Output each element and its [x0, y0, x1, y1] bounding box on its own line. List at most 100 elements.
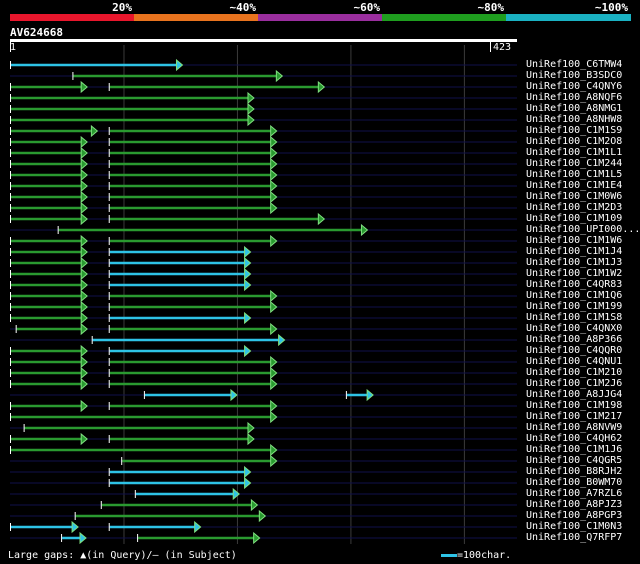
segment-arrowhead: [80, 432, 88, 446]
segment-arrowhead: [80, 278, 88, 292]
segment-arrowhead: [244, 256, 252, 270]
segment-arrowhead: [80, 135, 88, 149]
gaps-legend: Large gaps: ▲(in Query)/– (in Subject): [8, 550, 237, 561]
hit-label[interactable]: UniRef100_C1M1S9: [526, 125, 623, 136]
hit-label[interactable]: UniRef100_C4QH62: [526, 433, 623, 444]
scale-legend-text: =100char.: [457, 550, 512, 561]
hit-label[interactable]: UniRef100_C1M1Q6: [526, 290, 623, 301]
hit-label[interactable]: UniRef100_C1M198: [526, 400, 623, 411]
hit-label[interactable]: UniRef100_B8RJH2: [526, 466, 623, 477]
hit-label[interactable]: UniRef100_C1M0N3: [526, 521, 623, 532]
segment-arrowhead: [80, 80, 88, 94]
hit-label[interactable]: UniRef100_B0WM70: [526, 477, 623, 488]
segment-arrowhead: [270, 124, 278, 138]
segment-arrowhead: [90, 124, 99, 138]
hit-label[interactable]: UniRef100_A8NQF6: [526, 92, 623, 103]
hit-label[interactable]: UniRef100_C1M1W2: [526, 268, 623, 279]
segment-arrowhead: [270, 135, 278, 149]
color-scale-segment: [134, 14, 259, 21]
hit-label[interactable]: UniRef100_A8NHW8: [526, 114, 623, 125]
hit-label[interactable]: UniRef100_C1M2J6: [526, 378, 623, 389]
hit-label[interactable]: UniRef100_C1M1J6: [526, 444, 623, 455]
hit-label[interactable]: UniRef100_C1M210: [526, 367, 623, 378]
segment-arrowhead: [80, 256, 88, 270]
hit-label[interactable]: UniRef100_C1M1W6: [526, 235, 623, 246]
hit-label[interactable]: UniRef100_C1M0W6: [526, 191, 623, 202]
segment-arrowhead: [244, 245, 252, 259]
segment-arrowhead: [247, 421, 255, 435]
hit-label[interactable]: UniRef100_A8NVW9: [526, 422, 623, 433]
scale-label: ~80%: [477, 1, 505, 14]
hit-label[interactable]: UniRef100_A8NMG1: [526, 103, 623, 114]
hit-label[interactable]: UniRef100_A7RZL6: [526, 488, 623, 499]
hit-label[interactable]: UniRef100_C1M217: [526, 411, 623, 422]
segment-arrowhead: [80, 267, 88, 281]
hit-label[interactable]: UniRef100_C1M2O8: [526, 136, 623, 147]
segment-arrowhead: [270, 289, 278, 303]
segment-arrowhead: [270, 300, 278, 314]
hit-label[interactable]: UniRef100_A8P366: [526, 334, 623, 345]
segment-arrowhead: [232, 487, 241, 501]
hit-label[interactable]: UniRef100_C1M1J4: [526, 246, 623, 257]
segment-arrowhead: [247, 432, 255, 446]
query-sequence-bar: [10, 39, 517, 42]
segment-arrowhead: [80, 157, 88, 171]
color-scale-segment: [10, 14, 135, 21]
hit-label[interactable]: UniRef100_UPI000...: [526, 224, 640, 235]
hit-label[interactable]: UniRef100_C1M2D3: [526, 202, 623, 213]
hit-label[interactable]: UniRef100_C1M244: [526, 158, 623, 169]
segment-arrowhead: [250, 498, 259, 512]
segment-arrowhead: [270, 355, 278, 369]
hit-label[interactable]: UniRef100_C6TMW4: [526, 59, 623, 70]
hit-label[interactable]: UniRef100_A8JJG4: [526, 389, 623, 400]
hit-label[interactable]: UniRef100_C4QNU1: [526, 356, 623, 367]
hit-label[interactable]: UniRef100_C4QNX0: [526, 323, 623, 334]
hit-label[interactable]: UniRef100_C1M1S8: [526, 312, 623, 323]
segment-arrowhead: [80, 366, 88, 380]
segment-arrowhead: [270, 410, 278, 424]
segment-arrowhead: [80, 190, 88, 204]
segment-arrowhead: [270, 399, 278, 413]
segment-arrowhead: [80, 300, 88, 314]
segment-arrowhead: [270, 146, 278, 160]
segment-arrowhead: [270, 190, 278, 204]
hit-label[interactable]: UniRef100_C1M1L5: [526, 169, 623, 180]
segment-arrowhead: [317, 80, 326, 94]
color-scale-segment: [258, 14, 383, 21]
hit-label[interactable]: UniRef100_B3SDC0: [526, 70, 623, 81]
hit-label[interactable]: UniRef100_Q7RFP7: [526, 532, 623, 543]
segment-arrowhead: [247, 91, 255, 105]
segment-arrowhead: [270, 454, 278, 468]
color-scale-segment: [382, 14, 507, 21]
segment-arrowhead: [278, 333, 286, 347]
segment-arrowhead: [80, 322, 88, 336]
hit-label[interactable]: UniRef100_C4QQR0: [526, 345, 623, 356]
segment-arrowhead: [270, 443, 278, 457]
hit-label[interactable]: UniRef100_C4QGR5: [526, 455, 623, 466]
segment-arrowhead: [80, 179, 88, 193]
segment-arrowhead: [270, 179, 278, 193]
segment-arrowhead: [366, 388, 374, 402]
segment-arrowhead: [71, 520, 79, 534]
segment-arrowhead: [80, 289, 88, 303]
hit-label[interactable]: UniRef100_C4QNY6: [526, 81, 623, 92]
segment-arrowhead: [244, 267, 252, 281]
segment-arrowhead: [275, 69, 284, 83]
identity-color-scale: [10, 14, 631, 21]
segment-arrowhead: [247, 113, 255, 127]
hit-label[interactable]: UniRef100_A8PJZ3: [526, 499, 623, 510]
segment-arrowhead: [80, 146, 88, 160]
segment-arrowhead: [270, 322, 278, 336]
hit-label[interactable]: UniRef100_C1M1L1: [526, 147, 623, 158]
segment-arrowhead: [270, 157, 278, 171]
hit-label[interactable]: UniRef100_A8PGP3: [526, 510, 623, 521]
hit-label[interactable]: UniRef100_C1M199: [526, 301, 623, 312]
scale-legend-bar: [441, 554, 457, 557]
hit-label[interactable]: UniRef100_C1M1E4: [526, 180, 623, 191]
hit-label[interactable]: UniRef100_C1M109: [526, 213, 623, 224]
segment-arrowhead: [244, 344, 252, 358]
hit-label[interactable]: UniRef100_C1M1J3: [526, 257, 623, 268]
hit-label[interactable]: UniRef100_C4QR83: [526, 279, 623, 290]
segment-arrowhead: [317, 212, 326, 226]
